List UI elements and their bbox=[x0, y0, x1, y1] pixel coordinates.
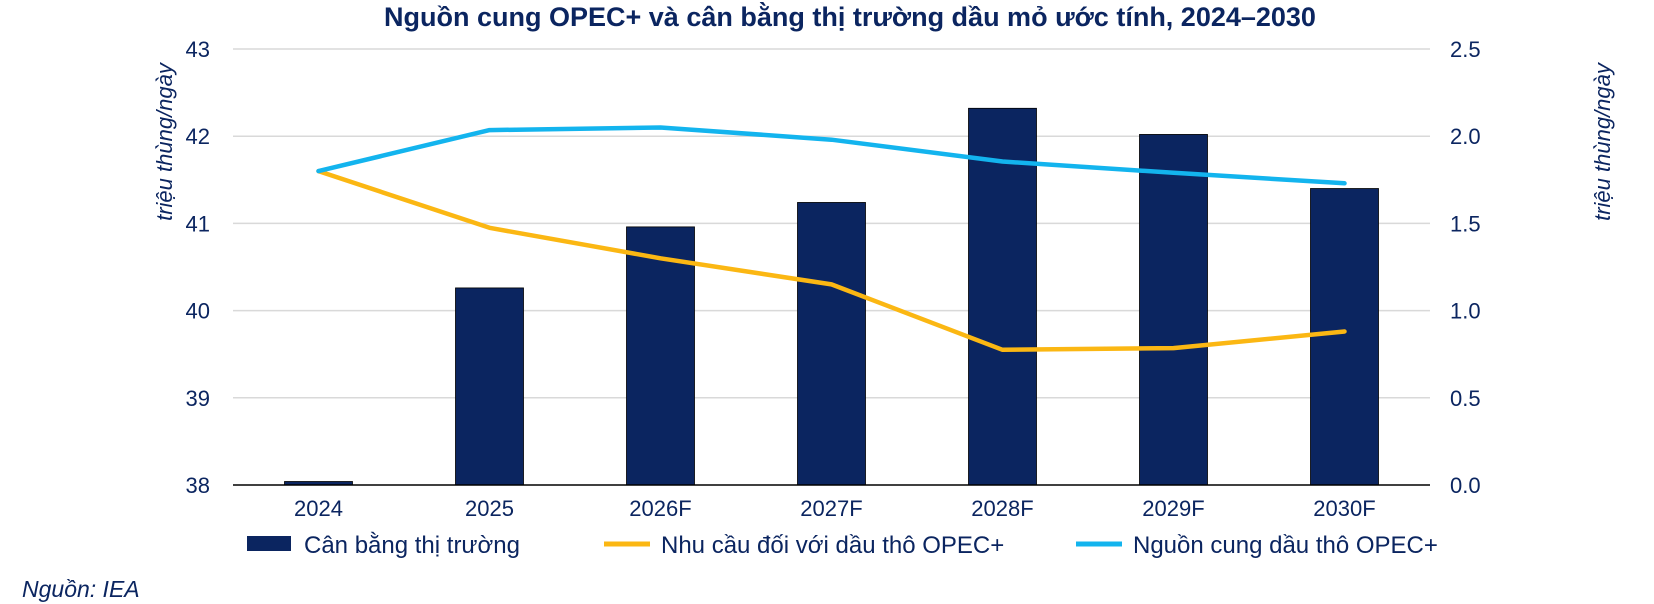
right-tick-label: 0.5 bbox=[1450, 386, 1481, 411]
legend-label: Cân bằng thị trường bbox=[304, 532, 520, 559]
right-tick-label: 1.5 bbox=[1450, 211, 1481, 236]
bar bbox=[455, 287, 524, 486]
bar bbox=[1310, 188, 1379, 486]
legend-swatch bbox=[247, 536, 291, 551]
left-tick-label: 42 bbox=[186, 124, 210, 149]
x-tick-label: 2027F bbox=[800, 496, 862, 521]
axes: 38 39 40 41 42 43 0.0 0.5 1.0 1.5 2.0 2.5 2024 2025 20… bbox=[186, 37, 1481, 521]
x-tick-label: 2028F bbox=[971, 496, 1033, 521]
x-tick-label: 2030F bbox=[1313, 496, 1375, 521]
source-note: Nguồn: IEA bbox=[22, 576, 140, 602]
x-tick-label: 2026F bbox=[629, 496, 691, 521]
legend-label: Nhu cầu đối với dầu thô OPEC+ bbox=[661, 532, 1004, 559]
right-axis-title: triệu thùng/ngày bbox=[1590, 61, 1615, 221]
legend-label: Nguồn cung dầu thô OPEC+ bbox=[1133, 532, 1438, 559]
right-tick-label: 1.0 bbox=[1450, 299, 1481, 324]
x-tick-label: 2025 bbox=[465, 496, 514, 521]
left-tick-label: 41 bbox=[186, 211, 210, 236]
bar bbox=[797, 202, 866, 486]
x-tick-label: 2024 bbox=[294, 496, 343, 521]
right-tick-label: 2.0 bbox=[1450, 124, 1481, 149]
chart-title: Nguồn cung OPEC+ và cân bằng thị trường … bbox=[384, 1, 1316, 32]
right-tick-label: 2.5 bbox=[1450, 37, 1481, 62]
series-line bbox=[316, 168, 1347, 353]
line-series bbox=[316, 125, 1347, 353]
x-tick-label: 2029F bbox=[1142, 496, 1204, 521]
series-line bbox=[316, 125, 1347, 186]
left-tick-label: 38 bbox=[186, 473, 210, 498]
left-axis-title: triệu thùng/ngày bbox=[152, 61, 177, 221]
left-tick-label: 39 bbox=[186, 386, 210, 411]
legend: Cân bằng thị trường Nhu cầu đối với dầu t… bbox=[247, 532, 1438, 559]
left-tick-label: 43 bbox=[186, 37, 210, 62]
bar bbox=[1139, 134, 1208, 486]
bar-series bbox=[284, 107, 1379, 486]
bar bbox=[626, 226, 695, 486]
bar bbox=[968, 107, 1037, 486]
left-tick-label: 40 bbox=[186, 299, 210, 324]
right-tick-label: 0.0 bbox=[1450, 473, 1481, 498]
